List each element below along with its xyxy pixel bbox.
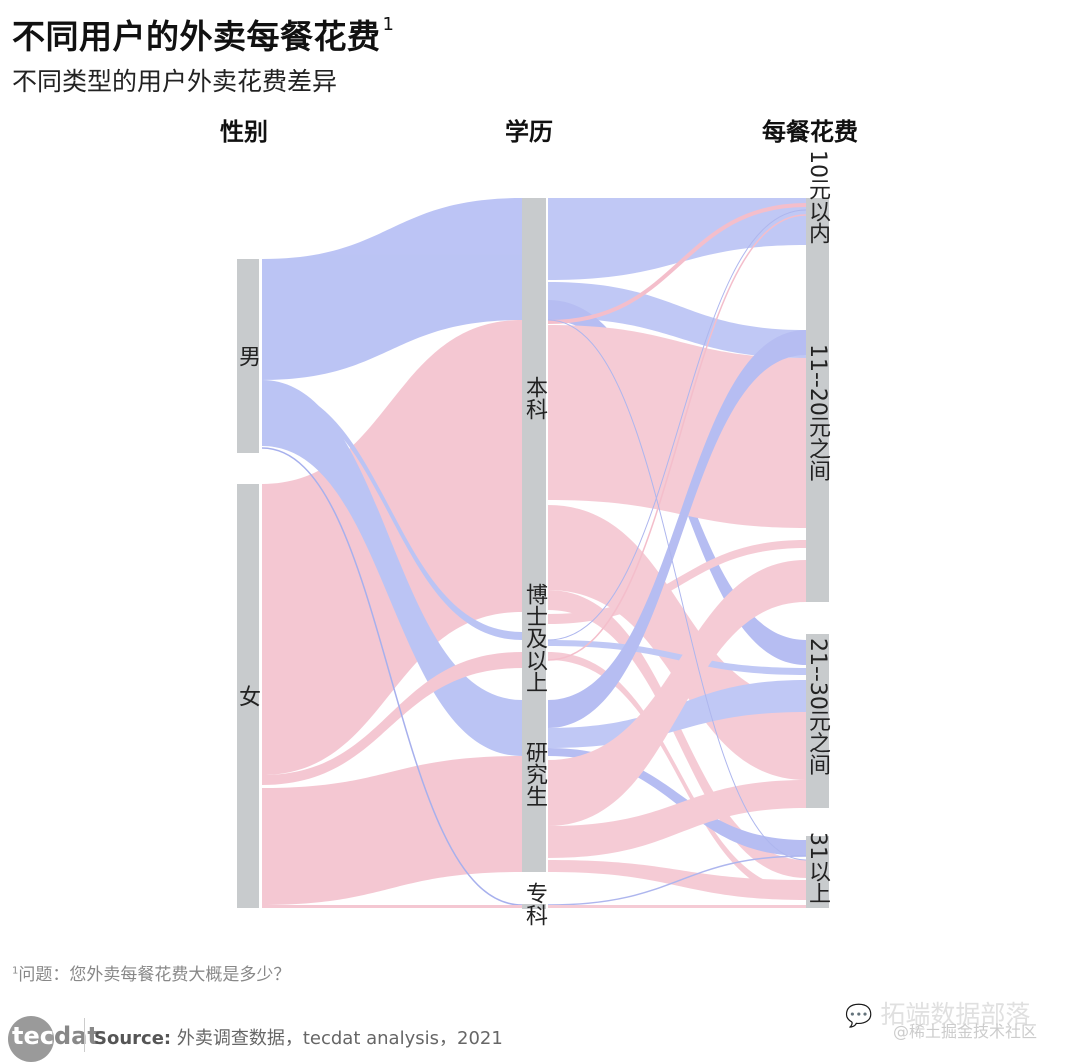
node-lt10[interactable]	[806, 198, 829, 330]
label-graduate: 研究生	[522, 741, 547, 807]
label-lt10: 10元以内	[805, 150, 830, 244]
tecdat-logo: tecdat	[12, 1022, 99, 1050]
logo-dat: dat	[53, 1022, 99, 1050]
link-male-phd[interactable]	[262, 386, 522, 640]
axis-header-gender: 性别	[220, 118, 268, 146]
source-label: Source:	[94, 1028, 172, 1049]
link-junior-31plus-m[interactable]	[547, 855, 807, 906]
link-graduate-11to20-f[interactable]	[548, 560, 806, 826]
link-female-phd[interactable]	[262, 652, 522, 785]
node-11to20[interactable]	[806, 330, 829, 602]
title-footnote-marker: 1	[382, 14, 395, 35]
node-phd[interactable]	[522, 612, 546, 672]
node-male[interactable]	[237, 259, 259, 453]
footnote-text: 问题：您外卖每餐花费大概是多少？	[18, 965, 291, 985]
node-female[interactable]	[237, 484, 259, 908]
node-21to30[interactable]	[806, 634, 829, 808]
watermark: 💬 拓端数据部落	[845, 995, 1030, 1031]
axis-header-education: 学历	[505, 118, 553, 146]
link-thin-1	[547, 209, 807, 641]
link-undergrad-11to20-m[interactable]	[548, 282, 806, 358]
label-31plus: 31以上	[805, 832, 830, 904]
chart-title-text: 不同用户的外卖每餐花费	[12, 17, 381, 56]
nodes	[237, 198, 829, 909]
label-undergrad: 本科	[522, 376, 547, 420]
link-female-graduate[interactable]	[262, 756, 522, 905]
link-undergrad-31plus-f[interactable]	[548, 590, 806, 878]
wechat-icon: 💬	[845, 1004, 873, 1029]
link-undergrad-lt10-f[interactable]	[547, 203, 807, 324]
axis-header-spending: 每餐花费	[762, 118, 858, 146]
link-thin-3	[547, 319, 807, 861]
label-male: 男	[235, 345, 260, 367]
link-male-graduate[interactable]	[262, 380, 522, 756]
link-graduate-31plus-m[interactable]	[548, 748, 806, 856]
label-11to20: 11--20元之间	[805, 344, 830, 482]
link-male-undergrad[interactable]	[262, 198, 522, 380]
watermark-sub: @稀土掘金技术社区	[893, 1022, 1038, 1041]
chart-subtitle: 不同类型的用户外卖花费差异	[12, 67, 338, 96]
label-female: 女	[235, 685, 260, 707]
tecdat-logo-circle	[8, 1016, 54, 1062]
source-line: Source: 外卖调查数据，tecdat analysis，2021	[94, 1024, 503, 1050]
watermark-text: 拓端数据部落	[880, 1000, 1031, 1029]
label-junior: 专科	[522, 882, 547, 926]
link-thin-2	[547, 214, 807, 661]
node-undergrad[interactable]	[522, 198, 546, 612]
node-31plus[interactable]	[806, 836, 829, 908]
chart-title: 不同用户的外卖每餐花费 1	[12, 10, 394, 58]
node-junior[interactable]	[522, 904, 546, 909]
source-text: 外卖调查数据，tecdat analysis，2021	[176, 1028, 503, 1049]
links-gender-education	[261, 198, 523, 908]
link-graduate-31plus-f[interactable]	[548, 860, 806, 900]
logo-tec: tec	[12, 1022, 54, 1050]
link-female-junior[interactable]	[262, 905, 522, 908]
label-phd: 博士及以上	[522, 583, 547, 693]
footnote: 1问题：您外卖每餐花费大概是多少？	[12, 960, 290, 985]
label-21to30: 21--30元之间	[805, 638, 830, 776]
link-junior-31plus-f[interactable]	[548, 905, 806, 908]
link-male-junior[interactable]	[261, 447, 523, 906]
footnote-marker: 1	[12, 965, 19, 977]
footer-divider	[84, 1018, 85, 1052]
link-phd-21to30-m[interactable]	[548, 640, 806, 675]
links-education-spending	[547, 198, 807, 908]
node-graduate[interactable]	[522, 672, 546, 872]
link-graduate-11to20-m[interactable]	[548, 330, 806, 728]
